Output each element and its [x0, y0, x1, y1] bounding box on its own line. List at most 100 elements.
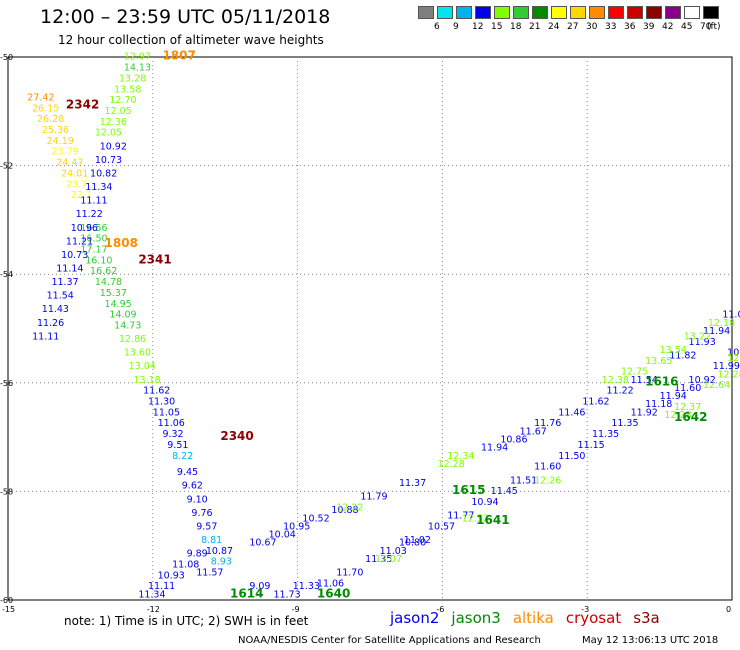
scale-swatch — [684, 6, 700, 19]
wave-height-value: 11.22 — [607, 386, 634, 397]
wave-height-value: 17.17 — [80, 244, 107, 255]
wave-height-value: 16.62 — [90, 266, 117, 277]
wave-height-value: 11.11 — [80, 196, 107, 207]
lon-label: -9 — [292, 605, 300, 614]
wave-height-value: 9.10 — [187, 494, 208, 505]
wave-height-value: 8.93 — [211, 557, 232, 568]
scale-label: 12 — [472, 22, 484, 32]
wave-height-value: 10.80 — [399, 538, 426, 549]
wave-height-value: 13.28 — [119, 73, 146, 84]
wave-height-value: 11.94 — [703, 326, 730, 337]
scale-swatch — [456, 6, 472, 19]
wave-height-value: 11.07 — [722, 310, 740, 321]
wave-height-value: 10.67 — [249, 538, 276, 549]
wave-height-value: 15.37 — [100, 288, 127, 299]
wave-height-value: 13.18 — [133, 375, 160, 386]
wave-height-value: 26.28 — [37, 114, 64, 125]
wave-height-value: 13.22 — [684, 331, 711, 342]
scale-swatch — [532, 6, 548, 19]
wave-height-value: 11.11 — [148, 581, 175, 592]
wave-height-value: 10.73 — [61, 250, 88, 261]
wave-height-value: 10.52 — [302, 513, 329, 524]
wave-height-value: 12.70 — [109, 95, 136, 106]
track-id-label: 1808 — [105, 236, 138, 250]
wave-height-value: 14.95 — [105, 299, 132, 310]
wave-height-value: 26.15 — [32, 103, 59, 114]
wave-height-value: 11.54 — [47, 291, 74, 302]
wave-height-value: 8.81 — [201, 535, 222, 546]
wave-height-value: 12.86 — [119, 334, 146, 345]
wave-height-value: 11.51 — [510, 475, 537, 486]
wave-height-value: 13.60 — [124, 348, 151, 359]
track-id-label: 1641 — [476, 513, 509, 527]
wave-height-value: 22.1 — [71, 190, 92, 201]
wave-height-value: 12.18 — [708, 318, 735, 329]
wave-height-value: 11.50 — [558, 451, 585, 462]
wave-height-value: 16.50 — [80, 234, 107, 245]
wave-height-value: 13.54 — [660, 345, 687, 356]
wave-height-value: 9.45 — [177, 467, 198, 478]
scale-swatch — [494, 6, 510, 19]
wave-height-value: 9.76 — [191, 508, 212, 519]
wave-height-value: 12.05 — [105, 106, 132, 117]
scale-label: 9 — [453, 22, 459, 32]
wave-height-value: 9.32 — [162, 429, 183, 440]
wave-height-value: 12.52 — [462, 513, 489, 524]
wave-height-value: 11.76 — [534, 418, 561, 429]
track-id-label: 2340 — [220, 429, 253, 443]
wave-height-value: 12.22 — [336, 502, 363, 513]
scale-swatch — [589, 6, 605, 19]
wave-height-value: 11.79 — [360, 492, 387, 503]
wave-height-value: 12.26 — [534, 475, 561, 486]
wave-height-value: 11.30 — [148, 397, 175, 408]
lon-label: -15 — [2, 605, 15, 614]
scale-label: 24 — [548, 22, 560, 32]
lat-label: -50 — [0, 53, 13, 62]
wave-height-value: 11.22 — [76, 209, 103, 220]
scale-swatch — [665, 6, 681, 19]
wave-height-value: 9.09 — [249, 581, 270, 592]
scale-label: 30 — [586, 22, 598, 32]
lon-label: 0 — [726, 605, 731, 614]
scale-swatch — [418, 6, 434, 19]
wave-height-value: 11.02 — [404, 535, 431, 546]
wave-height-value: 10.94 — [471, 497, 498, 508]
legend-entry-altika: altika — [512, 609, 554, 627]
legend-entry-jason3: jason3 — [451, 609, 501, 627]
scale-label: 6 — [434, 22, 440, 32]
wave-height-value: 27.42 — [27, 92, 54, 103]
wave-height-value: 12.07 — [375, 554, 402, 565]
legend-entry-s3a: s3a — [633, 609, 660, 627]
wave-height-value: 10.96 — [71, 223, 98, 234]
wave-height-value: 11.03 — [380, 546, 407, 557]
wave-height-value: 23.7 — [66, 179, 87, 190]
scale-label: 21 — [529, 22, 541, 32]
wave-height-value: 11.73 — [273, 589, 300, 600]
wave-height-value: 11.94 — [660, 391, 687, 402]
scale-swatch — [570, 6, 586, 19]
wave-height-value: 10.92 — [689, 375, 716, 386]
lon-label: -12 — [147, 605, 160, 614]
wave-height-value: 11.54 — [631, 375, 658, 386]
wave-height-value: 12.38 — [602, 375, 629, 386]
wave-height-value: 12.28 — [664, 410, 691, 421]
wave-height-value: 11.34 — [85, 182, 112, 193]
wave-height-value: 9.89 — [187, 549, 208, 560]
wave-height-value: 11.15 — [578, 440, 605, 451]
wave-height-value: 11.37 — [51, 277, 78, 288]
lat-label: -52 — [0, 162, 13, 171]
wave-height-value: 11.35 — [592, 429, 619, 440]
wave-height-value: 12.28 — [718, 369, 740, 380]
wave-height-value: 24.19 — [47, 136, 74, 147]
wave-height-value: 11.45 — [491, 486, 518, 497]
wave-height-value: 11.34 — [138, 589, 165, 600]
page-title: 12:00 – 23:59 UTC 05/11/2018 — [40, 6, 331, 28]
scale-swatch — [551, 6, 567, 19]
wave-height-value: 11.18 — [645, 399, 672, 410]
footnote: note: 1) Time is in UTC; 2) SWH is in fe… — [64, 614, 309, 628]
wave-height-value: 9.62 — [182, 481, 203, 492]
satellite-legend: jason2 jason3 altika cryosat s3a — [390, 609, 672, 627]
scale-label: 39 — [643, 22, 655, 32]
scale-swatch — [513, 6, 529, 19]
wave-height-value: 14.13 — [124, 63, 151, 74]
